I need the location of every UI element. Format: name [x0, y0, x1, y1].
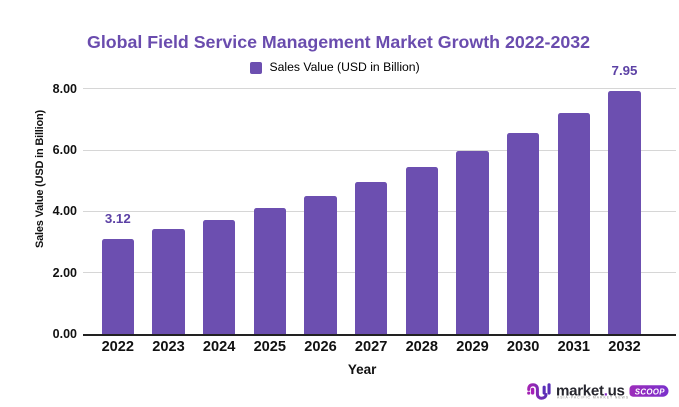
svg-text:ASIA-PACIFIC MARKET NEWS: ASIA-PACIFIC MARKET NEWS	[557, 396, 629, 400]
svg-text:SCOOP: SCOOP	[635, 387, 665, 396]
svg-text:market.us: market.us	[556, 383, 625, 400]
